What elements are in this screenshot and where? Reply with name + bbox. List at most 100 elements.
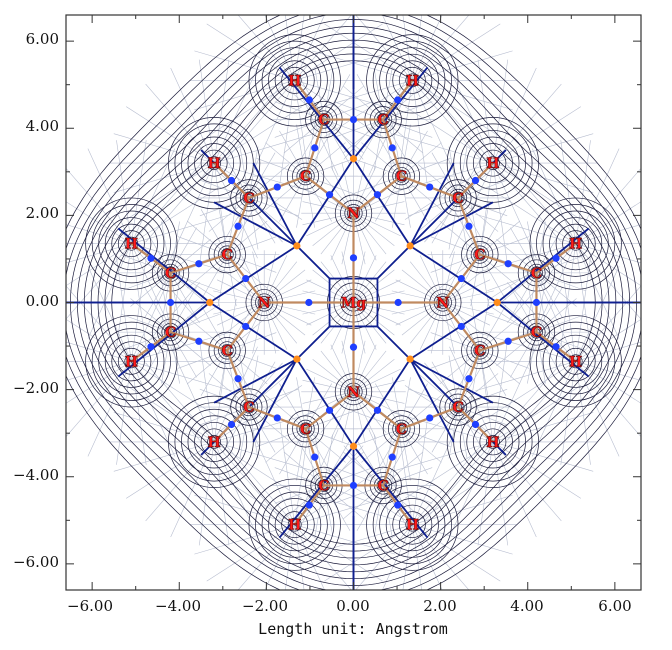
gradient-line <box>294 23 383 81</box>
bond-critical-point <box>457 274 465 283</box>
density-contour <box>555 223 596 264</box>
bond-critical-point <box>552 343 560 351</box>
gradient-line <box>198 163 215 267</box>
gradient-line <box>575 224 641 244</box>
bond-critical-point <box>373 191 382 199</box>
gradient-line <box>131 361 232 392</box>
density-contour <box>220 248 234 262</box>
density-contour <box>255 40 335 120</box>
atom-label: C <box>318 113 329 129</box>
gradient-line <box>412 524 513 555</box>
x-tick-label: 0.00 <box>336 597 369 615</box>
gradient-line <box>311 524 413 555</box>
atom-label: N <box>347 206 360 222</box>
density-contour <box>91 204 171 284</box>
atom-label: C <box>222 248 233 264</box>
gradient-line <box>424 83 494 164</box>
gradient-line <box>575 148 620 244</box>
critical-points <box>147 96 560 509</box>
density-contour <box>536 204 616 284</box>
density-contour <box>549 334 603 388</box>
axis-ticks <box>66 15 641 590</box>
interbasin-path <box>409 358 494 404</box>
gradient-line <box>198 59 215 164</box>
gradient-line <box>131 282 201 362</box>
gradient-line <box>213 441 283 522</box>
gradient-line <box>131 361 201 441</box>
gradient-line <box>392 441 493 472</box>
atom-label: H <box>569 237 582 253</box>
gradient-line <box>397 421 413 525</box>
interbasin-path <box>296 358 355 447</box>
density-contour <box>220 343 234 357</box>
gradient-line <box>412 467 501 525</box>
gradient-line <box>311 80 413 111</box>
density-contour <box>439 179 477 217</box>
density-contour <box>392 504 433 545</box>
gradient-line <box>575 140 591 244</box>
density-contour <box>394 169 408 183</box>
gradient-line <box>401 394 442 430</box>
gradient-line <box>575 243 641 320</box>
gradient-line <box>87 361 132 457</box>
gradient-line <box>213 162 303 220</box>
density-contour <box>218 245 237 264</box>
density-contour <box>454 194 462 202</box>
bond-critical-point <box>394 96 402 104</box>
gradient-line <box>479 220 521 255</box>
gradient-line <box>492 83 562 164</box>
gradient-line <box>294 494 396 525</box>
gradient-line <box>355 15 413 81</box>
gradient-line <box>131 213 232 244</box>
gradient-line <box>412 421 428 525</box>
gradient-line <box>145 83 215 164</box>
atom-label: H <box>288 518 301 534</box>
density-contour <box>117 230 145 258</box>
gradient-line <box>392 162 493 193</box>
gradient-line <box>477 163 494 267</box>
gradient-line <box>294 524 325 590</box>
gradient-line <box>575 243 641 264</box>
bond-critical-point <box>305 96 313 104</box>
gradient-line <box>170 67 215 164</box>
bond-critical-point <box>305 501 313 509</box>
bond-critical-point <box>311 144 319 152</box>
gradient-line <box>131 186 220 244</box>
envelope-contour <box>66 15 641 590</box>
density-contour <box>292 415 320 443</box>
interbasin-path <box>409 162 455 247</box>
interbasin-path <box>352 358 411 447</box>
gradient-line <box>412 445 481 525</box>
gradient-line <box>575 243 620 339</box>
interbasin-path <box>117 301 211 378</box>
gradient-line <box>116 257 132 362</box>
ring-critical-point <box>406 242 414 250</box>
density-contour <box>245 403 253 411</box>
gradient-line <box>575 361 641 381</box>
interbasin-path <box>296 325 331 360</box>
density-contour <box>168 395 261 488</box>
density-contour <box>398 66 426 94</box>
density-contour <box>235 184 263 212</box>
gradient-line <box>131 243 201 323</box>
bond-critical-point <box>166 298 175 307</box>
gradient-line <box>213 441 303 499</box>
y-tick-label: 0.00 <box>26 292 59 310</box>
gradient-line <box>492 441 594 472</box>
gradient-line <box>412 494 513 525</box>
gradient-line <box>294 524 352 590</box>
gradient-line <box>424 441 494 522</box>
density-contour <box>181 130 248 197</box>
gradient-line <box>170 346 215 443</box>
bond-critical-point <box>471 420 480 429</box>
gradient-line <box>575 285 641 362</box>
density-contour <box>274 504 315 545</box>
density-contour <box>372 40 452 120</box>
density-contour <box>213 241 241 269</box>
gradient-line <box>575 243 591 348</box>
gradient-line <box>475 213 576 244</box>
envelope-contour <box>66 15 641 590</box>
density-contour <box>200 428 228 456</box>
ring-critical-point <box>349 442 358 450</box>
interbasin-path <box>278 445 355 539</box>
